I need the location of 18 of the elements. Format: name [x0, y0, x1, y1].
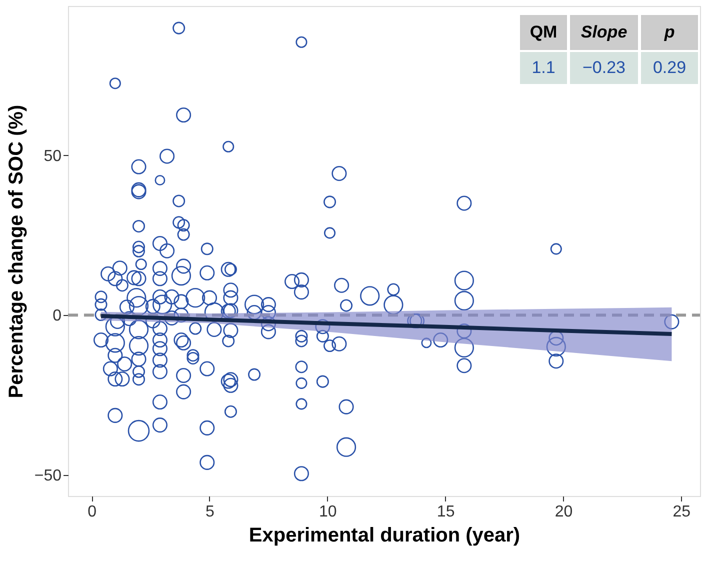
y-tick-label: 0: [52, 308, 62, 325]
annotation: p: [663, 22, 675, 42]
y-tick-label: 50: [44, 148, 62, 165]
x-tick-label: 10: [319, 504, 337, 520]
x-tick-label: 20: [554, 504, 573, 520]
y-tick-label: −50: [34, 467, 62, 484]
x-tick-label: 5: [206, 504, 215, 520]
x-tick-label: 15: [436, 504, 455, 520]
annotation: Slope: [580, 22, 628, 42]
line-series: [99, 314, 674, 336]
annotation: 1.1: [532, 58, 556, 77]
annotation: 0.29: [652, 58, 686, 77]
annotation: QM: [530, 22, 558, 42]
x-tick-label: 25: [672, 504, 691, 520]
x-axis-title: Experimental duration (year): [248, 524, 520, 546]
annotation: −0.23: [582, 58, 626, 77]
y-axis-title: Percentage change of SOC (%): [5, 104, 28, 398]
x-tick-label: 0: [88, 504, 97, 520]
